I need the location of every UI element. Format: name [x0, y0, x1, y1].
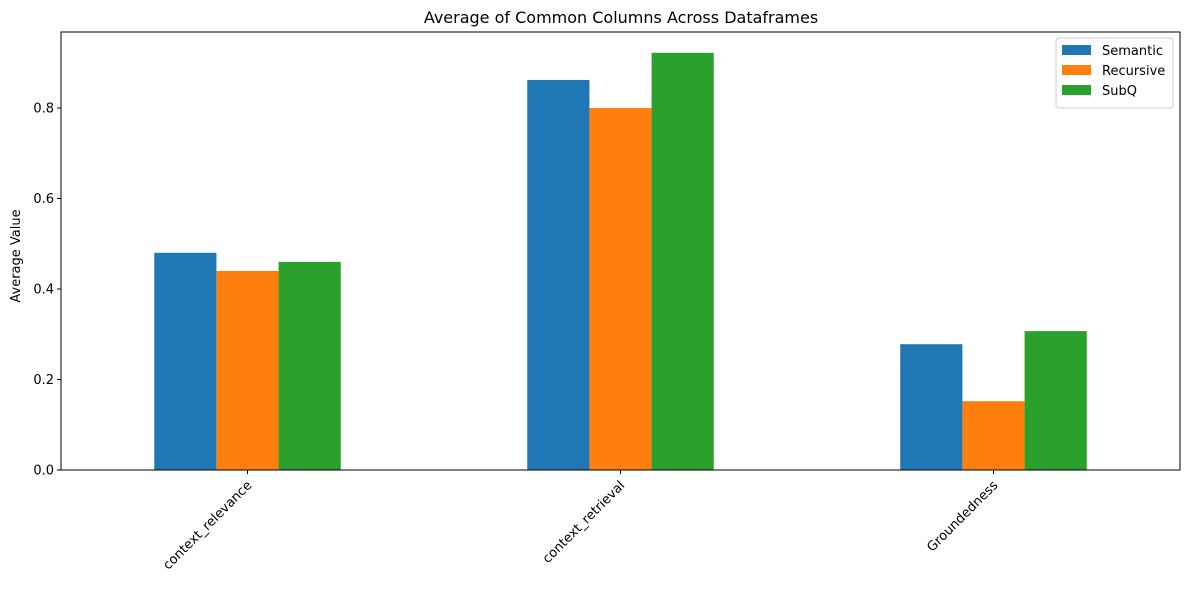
legend-swatch-recursive [1062, 65, 1091, 75]
y-tick-label: 0.2 [33, 373, 54, 388]
bar-semantic-groundedness [900, 344, 963, 470]
chart-title: Average of Common Columns Across Datafra… [424, 8, 818, 27]
legend-label-recursive: Recursive [1102, 64, 1165, 79]
y-tick-label: 0.8 [33, 102, 54, 117]
bar-subq-context_retrieval [651, 52, 714, 471]
x-tick-label: context_relevance [160, 478, 255, 573]
legend-label-semantic: Semantic [1102, 44, 1163, 59]
bar-subq-groundedness [1024, 331, 1087, 470]
y-tick-label: 0.4 [33, 283, 54, 298]
bar-semantic-context_relevance [154, 252, 217, 470]
bar-recursive-context_retrieval [589, 108, 652, 471]
bar-recursive-context_relevance [216, 270, 279, 470]
y-axis-label: Average Value [9, 209, 24, 302]
legend-swatch-subq [1062, 85, 1091, 95]
legend-label-subq: SubQ [1102, 84, 1137, 99]
bar-subq-context_relevance [278, 261, 341, 470]
y-tick-label: 0.0 [33, 464, 54, 479]
x-tick-label: Groundedness [924, 478, 1001, 555]
bar-semantic-context_retrieval [527, 79, 590, 471]
plot-area: 0.0 0.2 0.4 0.6 0.8 context_relevance context_… [33, 31, 1181, 573]
x-tick-label: context_retrieval [540, 478, 628, 566]
y-tick-label: 0.6 [33, 192, 54, 207]
legend: Semantic Recursive SubQ [1055, 37, 1174, 109]
legend-swatch-semantic [1062, 45, 1091, 55]
bar-recursive-groundedness [962, 401, 1025, 470]
